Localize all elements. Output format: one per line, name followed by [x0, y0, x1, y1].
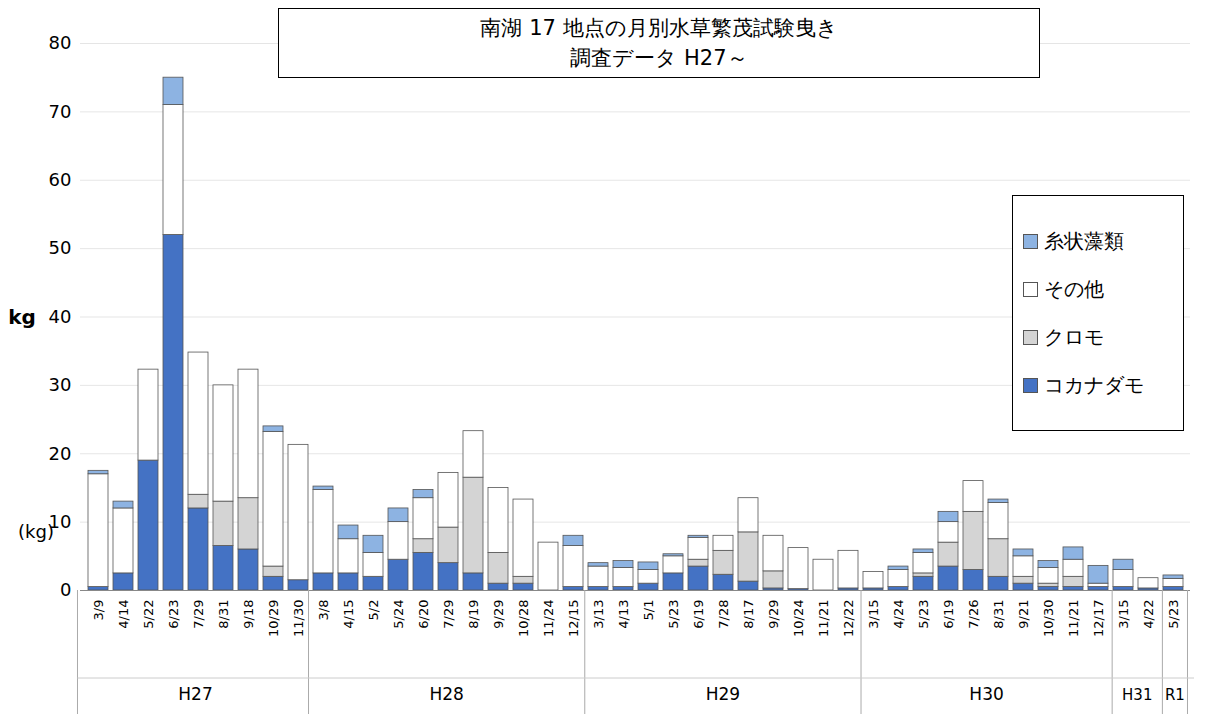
html-text:糸状藻類: 糸状藻類: [1044, 228, 1124, 253]
svg-text:20: 20: [49, 443, 72, 464]
svg-text:7/29: 7/29: [191, 600, 206, 629]
svg-text:4/14: 4/14: [116, 600, 131, 629]
svg-text:6/19: 6/19: [691, 600, 706, 629]
svg-text:8/31: 8/31: [216, 600, 231, 629]
svg-text:12/22: 12/22: [841, 600, 856, 637]
html-text:コカナダモ: コカナダモ: [1044, 372, 1144, 397]
svg-text:4/22: 4/22: [1141, 600, 1156, 629]
svg-text:5/23: 5/23: [1166, 600, 1181, 629]
svg-text:5/23: 5/23: [666, 600, 681, 629]
svg-text:5/23: 5/23: [916, 600, 931, 629]
svg-text:10/24: 10/24: [791, 600, 806, 637]
svg-text:11/24: 11/24: [541, 600, 556, 637]
svg-text:9/29: 9/29: [491, 600, 506, 629]
svg-text:kg: kg: [8, 305, 36, 329]
svg-text:6/20: 6/20: [416, 600, 431, 629]
svg-text:5/22: 5/22: [141, 600, 156, 629]
svg-text:10/30: 10/30: [1041, 600, 1056, 637]
svg-text:5/24: 5/24: [391, 600, 406, 629]
svg-text:70: 70: [49, 101, 72, 122]
svg-text:80: 80: [49, 32, 72, 53]
svg-text:10/29: 10/29: [266, 600, 281, 637]
svg-text:4/24: 4/24: [891, 600, 906, 629]
svg-text:7/29: 7/29: [441, 600, 456, 629]
svg-text:10: 10: [48, 510, 72, 532]
svg-text:9/29: 9/29: [766, 600, 781, 629]
svg-text:10/28: 10/28: [516, 600, 531, 637]
svg-text:H27: H27: [178, 684, 212, 704]
svg-text:H29: H29: [706, 684, 740, 704]
svg-text:30: 30: [49, 374, 72, 395]
html-text:クロモ: クロモ: [1044, 324, 1104, 349]
html-text:南湖 17 地点の月別水草繁茂試験曳き: 南湖 17 地点の月別水草繁茂試験曳き: [480, 16, 838, 40]
svg-text:40: 40: [49, 306, 72, 327]
svg-text:6/23: 6/23: [166, 600, 181, 629]
svg-text:8/19: 8/19: [466, 600, 481, 629]
svg-text:8/17: 8/17: [741, 600, 756, 629]
svg-text:H30: H30: [969, 684, 1003, 704]
svg-text:12/17: 12/17: [1091, 600, 1106, 637]
svg-text:11/21: 11/21: [1066, 600, 1081, 637]
svg-text:3/8: 3/8: [316, 600, 331, 621]
svg-text:5/1: 5/1: [641, 600, 656, 621]
svg-text:3/15: 3/15: [1116, 600, 1131, 629]
svg-text:11/21: 11/21: [816, 600, 831, 637]
html-text:調査データ H27～: 調査データ H27～: [570, 46, 748, 70]
svg-text:7/28: 7/28: [716, 600, 731, 629]
svg-text:7/26: 7/26: [966, 600, 981, 629]
svg-text:3/13: 3/13: [591, 600, 606, 629]
svg-text:(kg): (kg): [18, 521, 54, 542]
svg-text:12/15: 12/15: [566, 600, 581, 637]
html-text:その他: その他: [1044, 276, 1104, 301]
svg-text:4/15: 4/15: [341, 600, 356, 629]
svg-text:8/31: 8/31: [991, 600, 1006, 629]
svg-text:3/9: 3/9: [91, 600, 106, 621]
svg-text:11/30: 11/30: [291, 600, 306, 637]
svg-text:0: 0: [60, 579, 71, 600]
svg-text:R1: R1: [1165, 686, 1185, 704]
svg-text:5/2: 5/2: [366, 600, 381, 621]
svg-text:9/21: 9/21: [1016, 600, 1031, 629]
svg-text:3/15: 3/15: [866, 600, 881, 629]
svg-text:60: 60: [49, 169, 72, 190]
svg-text:H28: H28: [429, 684, 463, 704]
svg-text:H31: H31: [1122, 686, 1152, 704]
svg-text:9/18: 9/18: [241, 600, 256, 629]
svg-text:4/13: 4/13: [616, 600, 631, 629]
svg-text:6/19: 6/19: [941, 600, 956, 629]
svg-text:50: 50: [49, 237, 72, 258]
